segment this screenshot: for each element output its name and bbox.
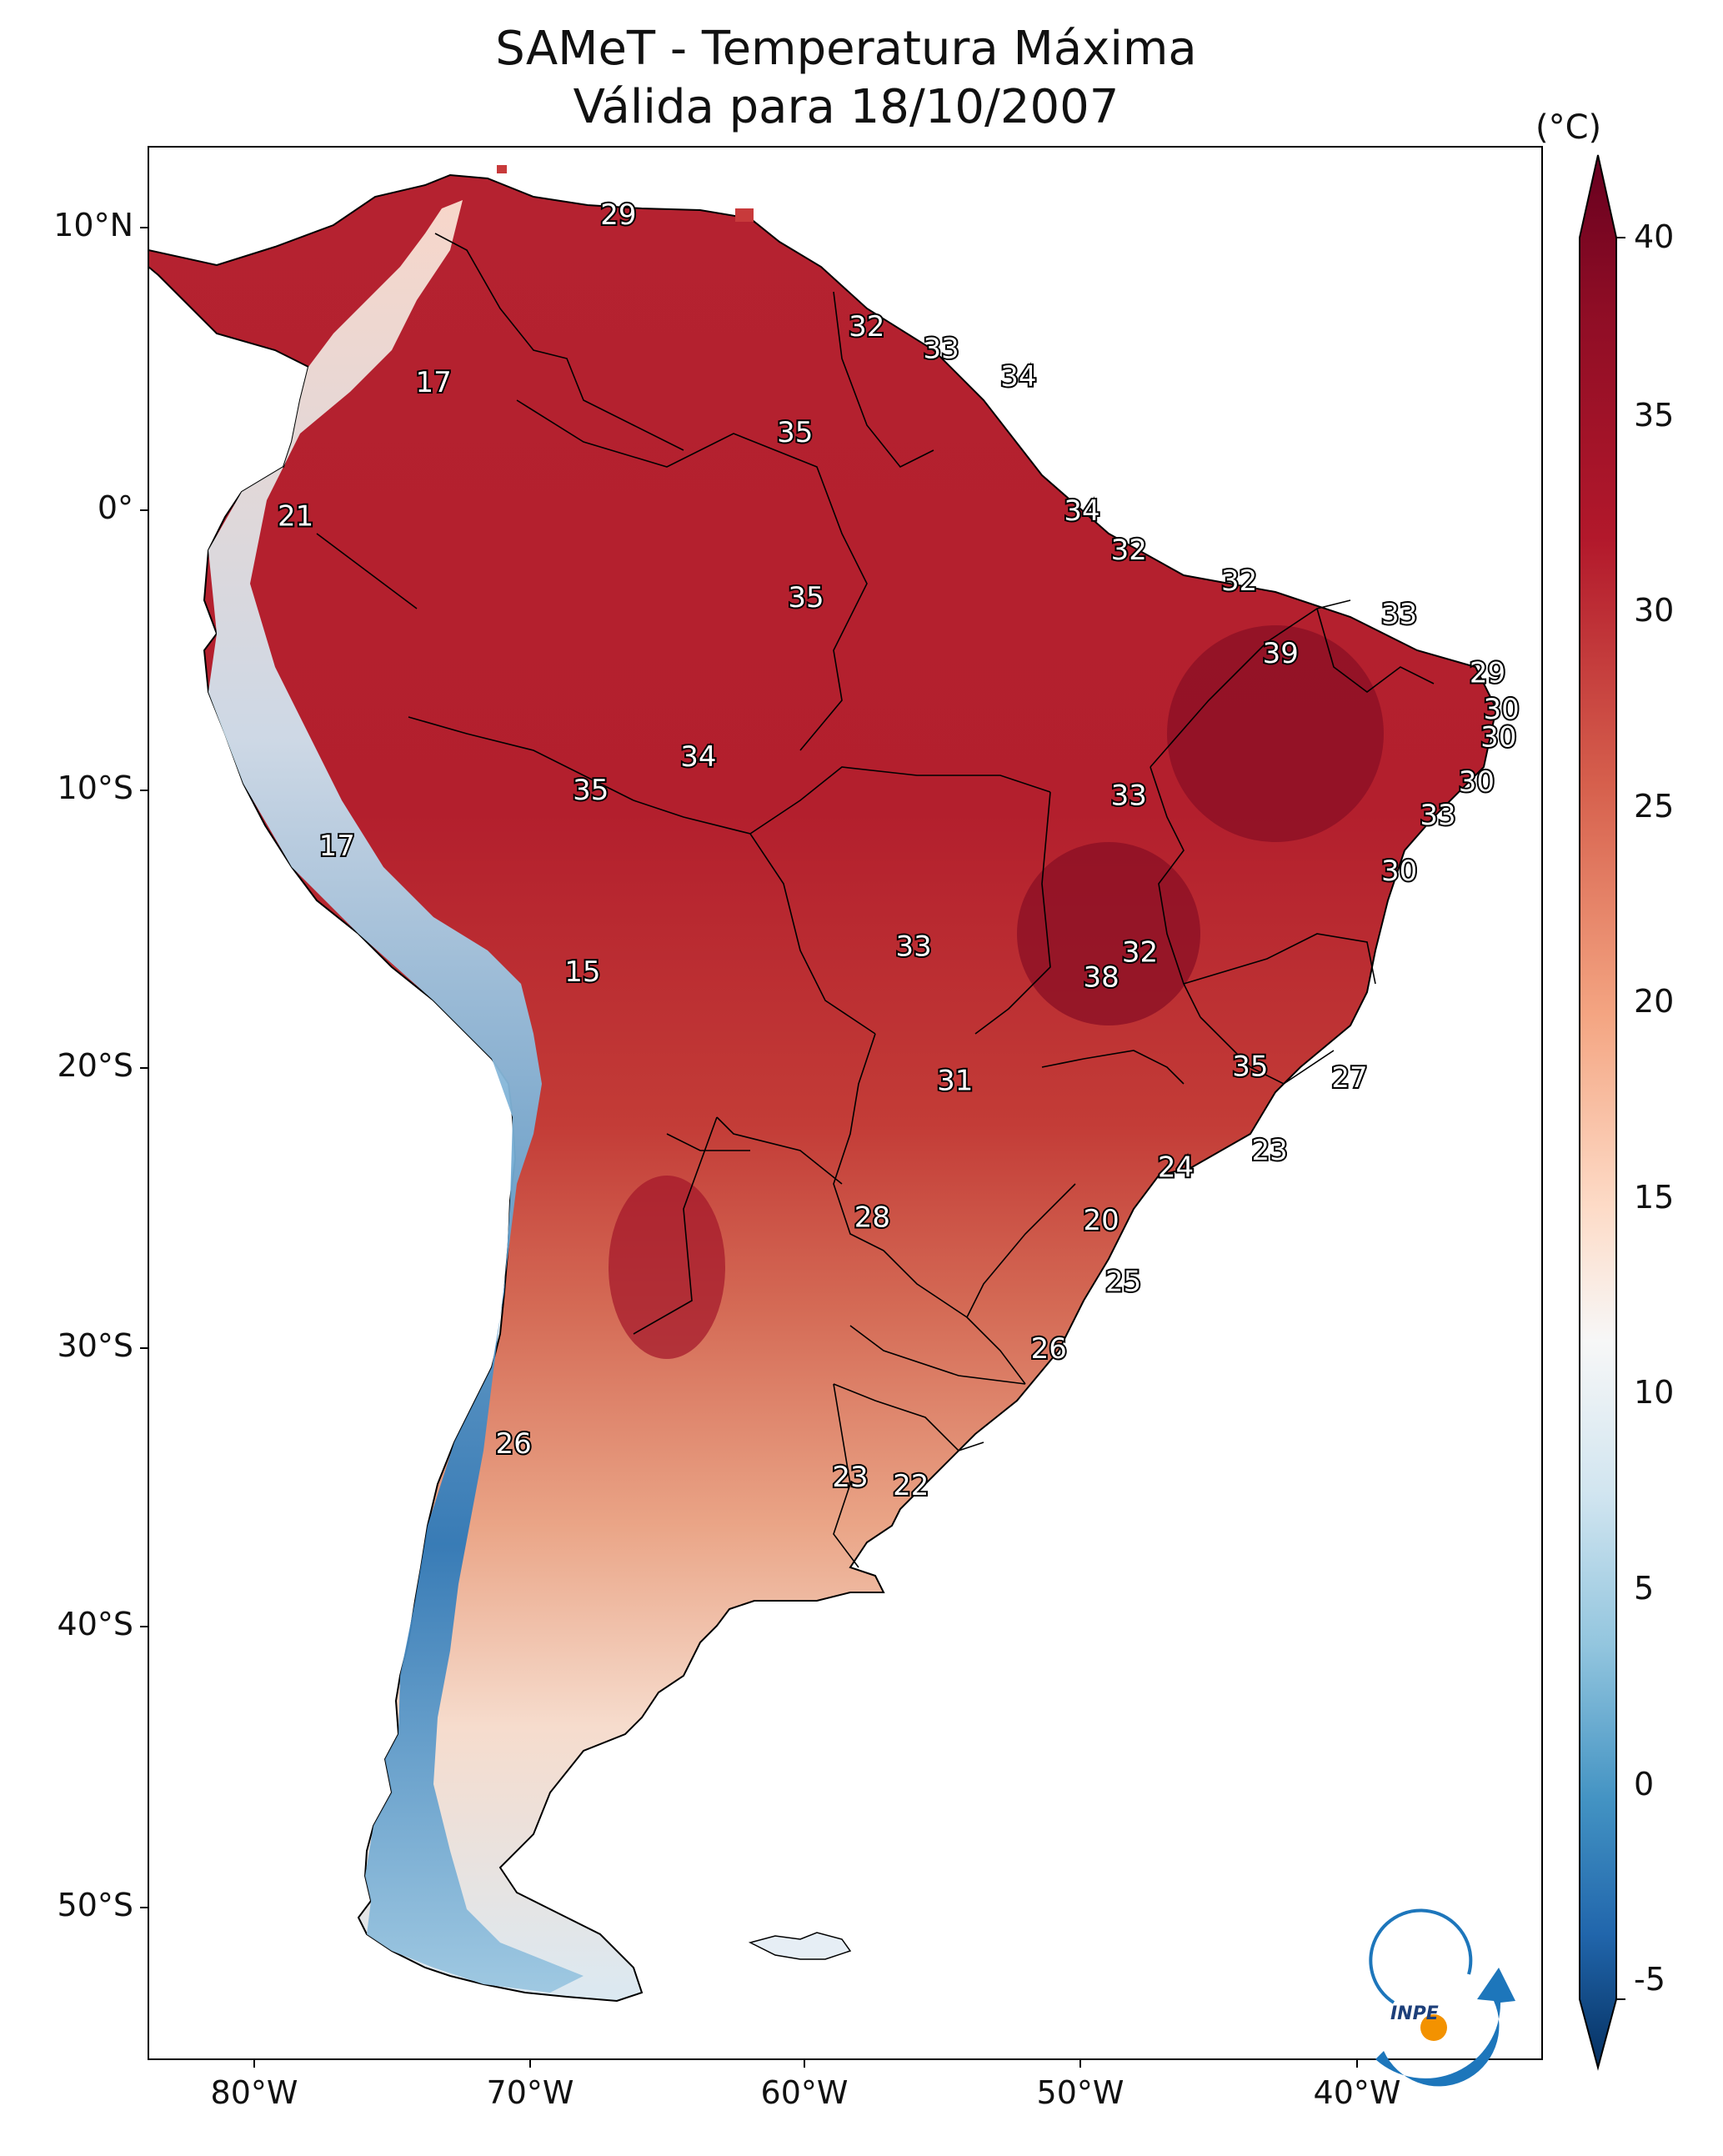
station-label: 30 <box>1483 693 1519 726</box>
lat-label-10s: 10°S <box>57 770 133 806</box>
station-label: 34 <box>1064 494 1099 528</box>
station-label: 28 <box>854 1201 890 1235</box>
station-label: 15 <box>564 955 600 989</box>
station-label: 32 <box>849 310 884 343</box>
lon-label-40w: 40°W <box>1313 2074 1401 2111</box>
station-label: 23 <box>832 1461 868 1494</box>
station-label: 27 <box>1331 1061 1367 1095</box>
station-label: 33 <box>895 930 931 964</box>
colorbar-tick-35: 35 <box>1634 397 1675 434</box>
station-label: 26 <box>1031 1332 1067 1366</box>
station-label: 26 <box>496 1427 532 1461</box>
colorbar-tick-40: 40 <box>1634 218 1675 255</box>
station-label: 33 <box>1111 780 1147 813</box>
andes-cold-band <box>208 200 584 1993</box>
lon-label-70w: 70°W <box>486 2074 574 2111</box>
colorbar-ticks <box>1616 237 1625 2000</box>
hot-region-northeast <box>1167 625 1384 842</box>
station-label: 23 <box>1251 1134 1287 1167</box>
lat-label-30s: 30°S <box>57 1327 133 1364</box>
country-borders <box>316 233 1435 1568</box>
station-label: 34 <box>1000 360 1036 394</box>
station-label: 17 <box>319 830 355 863</box>
station-label: 32 <box>1122 935 1158 969</box>
station-label: 33 <box>1420 799 1455 832</box>
station-label: 30 <box>1381 855 1417 888</box>
colorbar-tick-15: 15 <box>1634 1179 1675 1216</box>
station-label: 17 <box>416 366 452 399</box>
island-patch <box>497 165 507 173</box>
colorbar <box>1579 154 1617 2071</box>
lon-label-50w: 50°W <box>1036 2074 1124 2111</box>
colorbar-tick-10: 10 <box>1634 1374 1675 1411</box>
station-label: 39 <box>1263 637 1299 670</box>
station-label: 20 <box>1084 1204 1119 1237</box>
station-label: 35 <box>788 581 824 614</box>
station-label: 31 <box>937 1064 973 1097</box>
lat-label-10n: 10°N <box>53 207 133 243</box>
lat-label-50s: 50°S <box>57 1887 133 1923</box>
station-label: 33 <box>1381 598 1417 631</box>
colorbar-tick-30: 30 <box>1634 592 1675 629</box>
station-label: 34 <box>680 740 716 774</box>
station-label: 32 <box>1221 564 1257 598</box>
island-patch <box>735 208 754 222</box>
lat-label-40s: 40°S <box>57 1606 133 1642</box>
lat-label-20s: 20°S <box>57 1047 133 1084</box>
hot-region-chaco <box>609 1176 725 1359</box>
station-label: 32 <box>1111 534 1147 567</box>
lat-label-0: 0° <box>97 489 133 526</box>
colorbar-unit: (°C) <box>1535 108 1602 147</box>
lon-label-60w: 60°W <box>760 2074 849 2111</box>
station-label: 38 <box>1084 960 1119 994</box>
colorbar-tick-minus5: -5 <box>1634 1961 1665 1998</box>
colorbar-tick-0: 0 <box>1634 1766 1655 1803</box>
station-label: 21 <box>278 500 313 534</box>
map-title: SAMeT - Temperatura Máxima <box>495 22 1197 76</box>
station-label: 29 <box>600 198 636 232</box>
hot-region-central <box>1017 842 1200 1025</box>
axis-ticks <box>140 227 1358 2068</box>
south-america-landmass <box>148 173 1498 2003</box>
colorbar-tick-25: 25 <box>1634 788 1675 825</box>
station-label: 30 <box>1459 765 1495 799</box>
station-label: 25 <box>1105 1266 1141 1299</box>
station-label: 35 <box>1232 1050 1268 1084</box>
station-label: 30 <box>1480 720 1516 754</box>
inpe-logo-text: INPE <box>1390 2003 1439 2024</box>
colorbar-tick-5: 5 <box>1634 1570 1655 1607</box>
falkland-islands <box>748 1932 852 1960</box>
station-label: 29 <box>1470 656 1505 689</box>
station-label: 24 <box>1158 1151 1194 1184</box>
lon-label-80w: 80°W <box>210 2074 298 2111</box>
station-label: 35 <box>573 774 609 807</box>
station-label: 35 <box>777 416 813 449</box>
inpe-logo: INPE <box>1369 1908 1515 2087</box>
station-label: 33 <box>924 333 959 366</box>
map-subtitle: Válida para 18/10/2007 <box>573 80 1119 134</box>
colorbar-tick-20: 20 <box>1634 983 1675 1020</box>
station-label: 22 <box>893 1469 929 1502</box>
